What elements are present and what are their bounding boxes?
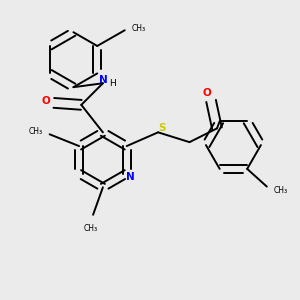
Text: CH₃: CH₃	[132, 24, 146, 33]
Text: H: H	[109, 79, 116, 88]
Text: N: N	[126, 172, 135, 182]
Text: CH₃: CH₃	[28, 127, 43, 136]
Text: O: O	[42, 96, 50, 106]
Text: CH₃: CH₃	[84, 224, 98, 232]
Text: N: N	[98, 75, 107, 85]
Text: O: O	[203, 88, 212, 98]
Text: CH₃: CH₃	[274, 186, 288, 195]
Text: S: S	[158, 123, 166, 134]
